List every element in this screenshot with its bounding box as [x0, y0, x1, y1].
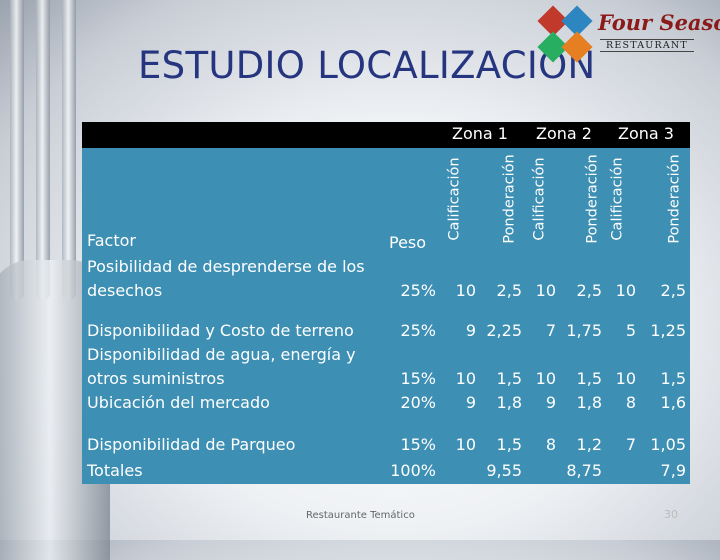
factor-label: Disponibilidad de agua, energía y: [87, 345, 356, 364]
logo-name: Four Seasons: [598, 10, 720, 35]
z2-ponderacion-header: Ponderación: [585, 154, 602, 244]
table-cell: 9: [465, 393, 476, 412]
factor-column: [82, 148, 378, 484]
table-cell: 1,5: [496, 369, 522, 388]
table-cell: 10: [535, 281, 556, 300]
zone-1-header: Zona 1: [452, 124, 508, 143]
table-cell: 1,2: [576, 435, 602, 454]
table-cell: 2,5: [576, 281, 602, 300]
zone-header-bar: [82, 122, 690, 148]
table-cell: 2,25: [486, 321, 522, 340]
table-cell: 10: [615, 369, 636, 388]
page-number: 30: [664, 508, 678, 521]
logo-subtitle: RESTAURANT: [600, 39, 694, 52]
table-cell: 25%: [400, 321, 436, 340]
table-cell: 10: [455, 281, 476, 300]
table-cell: 10: [535, 369, 556, 388]
table-cell: 7: [545, 321, 556, 340]
z3-ponderacion-header: Ponderación: [667, 154, 684, 244]
table-cell: 10: [455, 435, 476, 454]
table-cell: 10: [455, 369, 476, 388]
table-cell: 15%: [400, 369, 436, 388]
table-cell: 9,55: [486, 461, 522, 480]
factor-label: Posibilidad de desprenderse de los: [87, 257, 365, 276]
factor-label: Ubicación del mercado: [87, 393, 270, 412]
factor-label: Disponibilidad y Costo de terreno: [87, 321, 354, 340]
totals-label: Totales: [87, 461, 143, 480]
table-cell: 8: [625, 393, 636, 412]
table-cell: 1,25: [650, 321, 686, 340]
table-cell: 10: [615, 281, 636, 300]
table-cell: 8: [545, 435, 556, 454]
table-cell: 7: [625, 435, 636, 454]
zone-2-header: Zona 2: [536, 124, 592, 143]
table-cell: 1,5: [576, 369, 602, 388]
factor-label: Disponibilidad de Parqueo: [87, 435, 296, 454]
factor-label: otros suministros: [87, 369, 225, 388]
table-cell: 1,6: [660, 393, 686, 412]
factor-header: Factor: [87, 231, 136, 250]
table-cell: 20%: [400, 393, 436, 412]
factor-label: desechos: [87, 281, 163, 300]
table-cell: 1,5: [496, 435, 522, 454]
table-cell: 25%: [400, 281, 436, 300]
table-cell: 7,9: [660, 461, 686, 480]
table-cell: 8,75: [566, 461, 602, 480]
table-cell: 1,75: [566, 321, 602, 340]
table-cell: 1,5: [660, 369, 686, 388]
zone-3-header: Zona 3: [618, 124, 674, 143]
table-cell: 9: [465, 321, 476, 340]
z1-ponderacion-header: Ponderación: [502, 154, 519, 244]
table-cell: 2,5: [496, 281, 522, 300]
scores-area: [426, 148, 690, 484]
table-cell: 15%: [400, 435, 436, 454]
page-title: ESTUDIO LOCALIZACIÓN: [138, 44, 596, 87]
location-study-table: Zona 1 Zona 2 Zona 3 Calificación Ponder…: [82, 122, 690, 484]
table-cell: 100%: [390, 461, 436, 480]
table-cell: 1,8: [576, 393, 602, 412]
z2-calificacion-header: Calificación: [532, 157, 548, 241]
footer-text: Restaurante Temático: [306, 510, 415, 521]
weight-header: Peso: [389, 233, 427, 252]
restaurant-logo: Four Seasons RESTAURANT: [536, 5, 720, 68]
z1-calificacion-header: Calificación: [447, 157, 463, 241]
table-cell: 5: [625, 321, 636, 340]
table-cell: 2,5: [660, 281, 686, 300]
weight-column: [378, 148, 426, 484]
table-cell: 9: [545, 393, 556, 412]
table-cell: 1,05: [650, 435, 686, 454]
z3-calificacion-header: Calificación: [610, 157, 626, 241]
table-cell: 1,8: [496, 393, 522, 412]
